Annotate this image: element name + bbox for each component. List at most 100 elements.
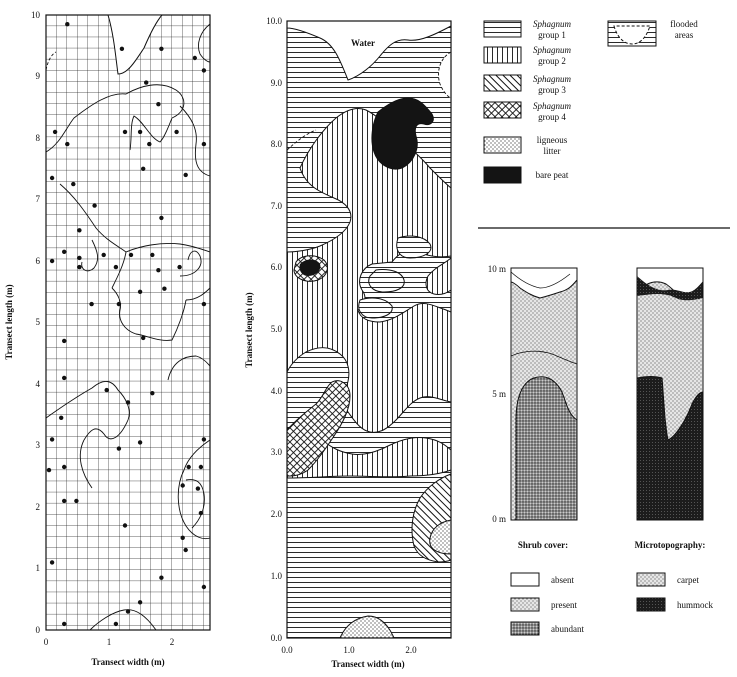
sample-point-28	[113, 264, 119, 270]
sample-point-5	[144, 80, 149, 85]
sample-point-20	[159, 215, 164, 221]
sample-point-7	[52, 129, 58, 135]
panel-a-ytick-5: 5	[36, 317, 41, 327]
panel-a-xtick-2: 2	[170, 637, 175, 647]
legend-litter-top: ligneous	[537, 135, 568, 145]
shrub-cover-strip	[510, 267, 578, 521]
legend: Sphagnum group 1 Sphagnum group 2 Sphagn…	[478, 19, 730, 229]
sample-point-15	[71, 181, 76, 187]
panel-b-bare-peat-left	[299, 259, 321, 276]
panel-a-points	[46, 22, 207, 627]
legend-item-flooded: flooded areas	[607, 19, 698, 47]
panel-b-xtick-2: 2.0	[405, 645, 417, 655]
legend-group3-top: Sphagnum	[533, 74, 572, 84]
panel-b-x-axis-label: Transect width (m)	[331, 659, 404, 669]
sample-point-19	[77, 228, 82, 233]
panel-b-water	[286, 20, 452, 81]
shrub-legend-present: present	[551, 600, 577, 610]
legend-flooded-bottom: areas	[675, 30, 694, 40]
legend-litter-bottom: litter	[544, 146, 561, 156]
sample-point-48	[61, 464, 67, 470]
panel-b-ytick-7: 7.0	[271, 201, 283, 211]
sample-point-2	[159, 46, 164, 51]
panel-a-ytick-3: 3	[36, 440, 41, 450]
legend-swatch-group3	[483, 74, 522, 92]
sample-point-32	[89, 301, 94, 307]
panel-b-ytick-0: 0.0	[271, 633, 283, 643]
panel-a-ytick-4: 4	[36, 379, 41, 389]
panel-b-group2-right	[425, 256, 452, 295]
legend-item-group2: Sphagnum group 2	[483, 45, 572, 66]
legend-flooded-arc	[613, 25, 651, 45]
sample-point-29	[156, 268, 161, 273]
panel-b-ytick-5: 5.0	[271, 324, 283, 334]
sample-point-14	[49, 175, 55, 181]
sample-point-50	[198, 464, 204, 470]
sample-point-27	[77, 264, 82, 270]
legend-group4-bottom: group 4	[538, 112, 566, 122]
sample-point-65	[113, 621, 119, 627]
panel-b-group4-area	[286, 380, 351, 477]
sample-point-44	[116, 446, 122, 451]
panel-b-group1-island-c	[358, 297, 393, 319]
micro-frame	[636, 267, 704, 521]
sample-point-25	[150, 252, 155, 258]
panel-a-ytick-8: 8	[36, 133, 41, 143]
panel-a-ytick-9: 9	[36, 71, 41, 81]
panel-b-ytick-6: 6.0	[271, 262, 283, 272]
legend-swatch-bare-peat	[483, 166, 522, 184]
panel-b-bare-peat-top	[371, 97, 434, 170]
panel-c: 10 m 5 m 0 m Shrub cover: Microtopograph…	[488, 264, 713, 636]
panel-a-x-axis-label: Transect width (m)	[91, 657, 164, 667]
shrub-legend-present-swatch	[510, 597, 540, 612]
sample-point-40	[125, 400, 131, 405]
sample-point-60	[159, 575, 164, 580]
panel-a: 10 9 8 7 6 5 4 3 2 1 0 0 1 2 Transect wi…	[4, 10, 211, 667]
sample-point-64	[61, 621, 67, 627]
panel-b-ytick-3: 3.0	[271, 447, 283, 457]
sample-point-58	[183, 547, 188, 553]
panel-a-ytick-7: 7	[36, 194, 41, 204]
panel-a-ytick-0: 0	[36, 625, 41, 635]
sample-point-33	[116, 301, 122, 307]
micro-hummock-main	[636, 376, 704, 521]
micro-legend-carpet-swatch	[636, 572, 666, 587]
sample-point-8	[65, 141, 70, 147]
legend-item-group3: Sphagnum group 3	[483, 74, 572, 95]
panel-b-group2-lower	[286, 427, 452, 479]
legend-group3-bottom: group 3	[538, 85, 566, 95]
legend-group2-top: Sphagnum	[533, 45, 572, 55]
sample-point-42	[59, 415, 64, 420]
sample-point-9	[122, 129, 128, 135]
panel-a-boundaries	[45, 23, 211, 631]
sample-point-46	[201, 437, 207, 442]
shrub-present-edge	[510, 350, 578, 365]
legend-swatch-litter	[483, 136, 522, 154]
legend-item-bare-peat: bare peat	[483, 166, 569, 184]
sample-point-63	[125, 609, 131, 614]
panel-b-y-ticks: 10.0 9.0 8.0 7.0 6.0 5.0 4.0 3.0 2.0 1.0…	[266, 16, 282, 643]
micro-legend-carpet: carpet	[677, 575, 699, 585]
sample-point-11	[147, 141, 152, 147]
sample-point-22	[77, 255, 82, 261]
legend-item-group4: Sphagnum group 4	[483, 101, 572, 122]
sample-point-49	[186, 464, 191, 470]
panel-b-group1-island-b	[396, 235, 432, 259]
micro-legend-hummock-swatch	[636, 597, 666, 612]
shrub-legend-abundant: abundant	[551, 624, 584, 634]
shrub-abundant	[515, 376, 578, 521]
sample-point-55	[180, 535, 185, 540]
legend-group1-top: Sphagnum	[533, 19, 572, 29]
sample-point-53	[74, 498, 79, 504]
sample-point-31	[162, 286, 167, 291]
sample-point-4	[201, 68, 207, 73]
sample-point-6	[156, 102, 161, 107]
shrub-legend-abundant-swatch	[510, 621, 540, 636]
sample-point-45	[137, 440, 143, 445]
panel-c-ytick-10: 10 m	[488, 264, 506, 274]
legend-group1-bottom: group 1	[538, 30, 566, 40]
micro-hummock-top	[637, 276, 703, 301]
panel-b-ytick-2: 2.0	[271, 509, 283, 519]
panel-b-group1-island-a	[368, 269, 405, 293]
microtopography-strip	[636, 267, 704, 521]
